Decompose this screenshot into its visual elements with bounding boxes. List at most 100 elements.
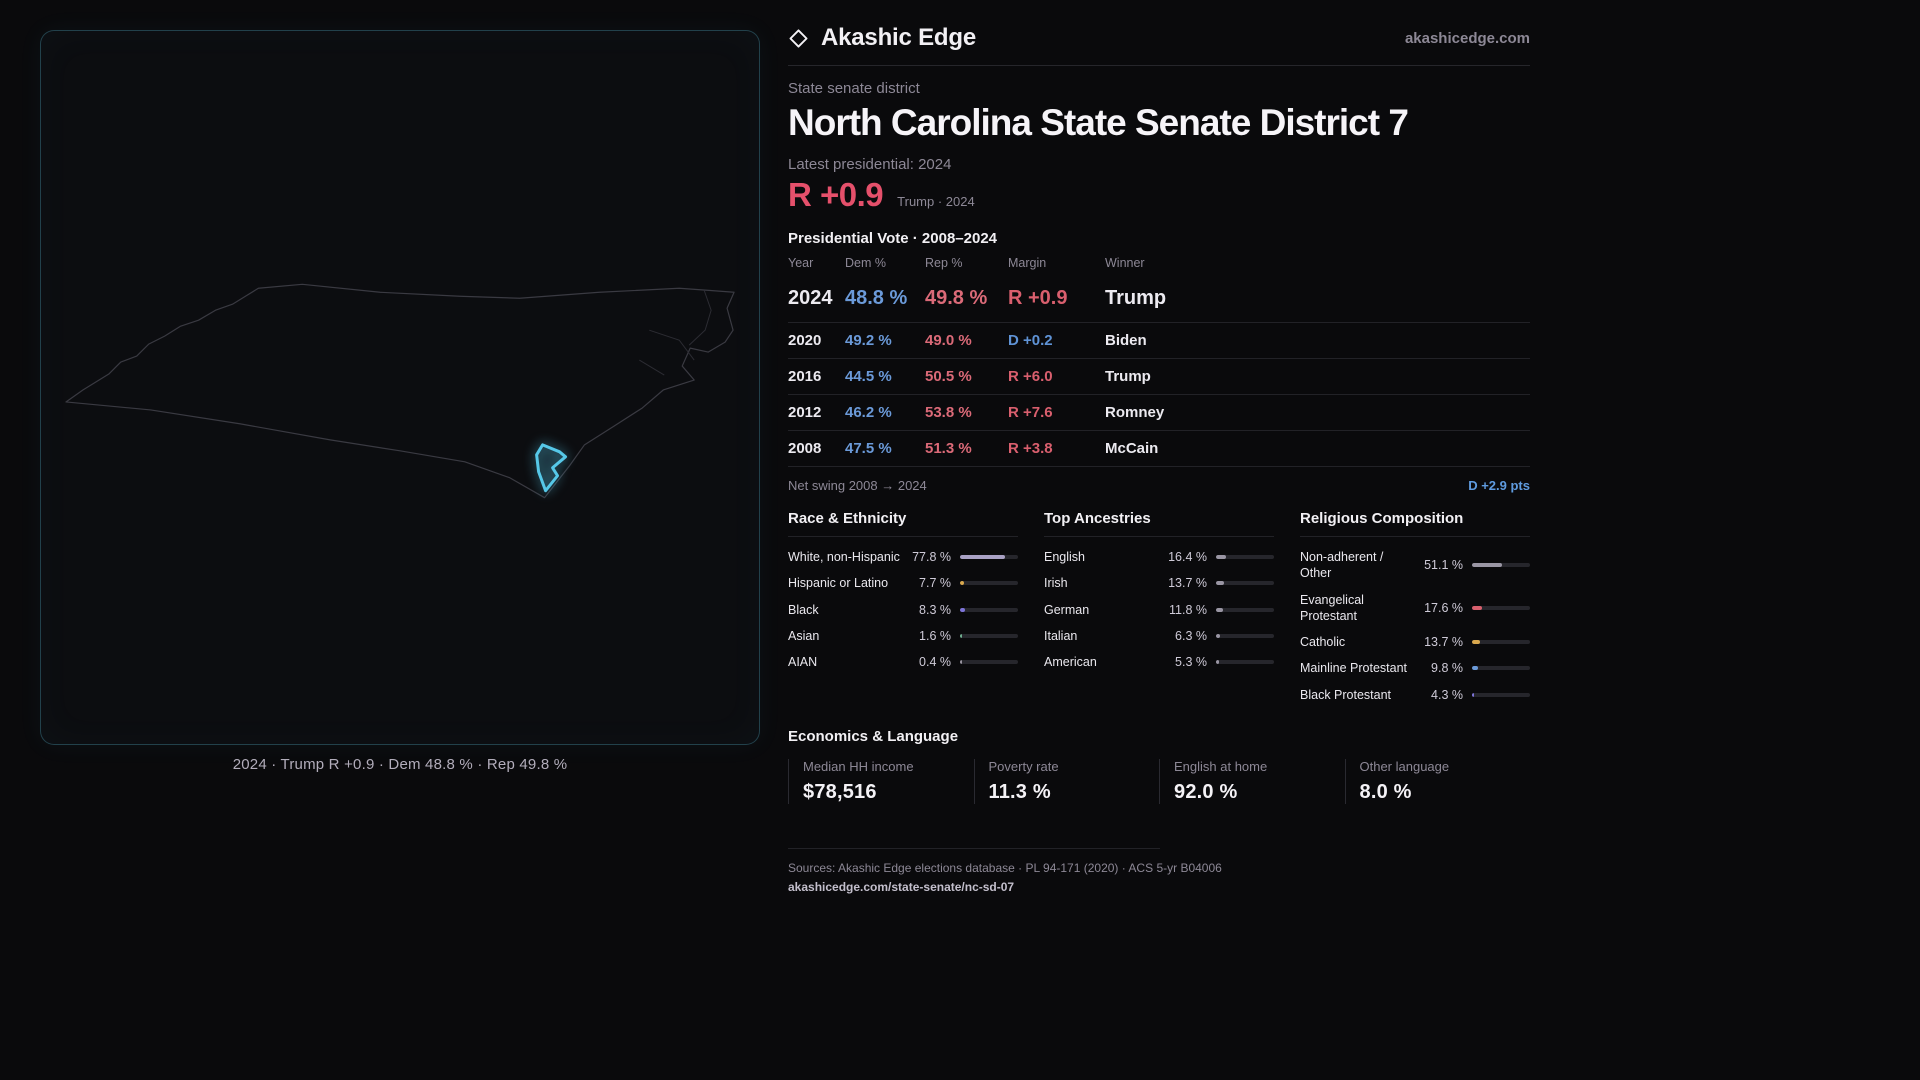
nc-state-map: [65, 283, 735, 499]
demo-row: Asian 1.6 %: [788, 623, 1018, 649]
demo-bar-track: [960, 581, 1018, 586]
brand: Akashic Edge: [788, 24, 976, 52]
brand-name: Akashic Edge: [821, 24, 976, 51]
coastal-sound-detail: [639, 290, 712, 376]
demo-value: 13.7 %: [1168, 576, 1207, 591]
demo-bar-fill: [1472, 666, 1478, 671]
vote-dem-pct: 48.8 %: [845, 287, 908, 309]
demo-value: 6.3 %: [1175, 628, 1207, 643]
demo-value: 13.7 %: [1424, 635, 1463, 650]
vote-rep-pct: 49.0 %: [925, 332, 972, 349]
demo-value: 1.6 %: [919, 628, 951, 643]
vote-margin: D +0.2: [1008, 332, 1053, 349]
demo-label: German: [1044, 602, 1090, 617]
vote-dem-pct: 47.5 %: [845, 440, 892, 457]
demo-group: Race & Ethnicity White, non-Hispanic 77.8 …: [788, 510, 1018, 708]
demo-label: Catholic: [1300, 635, 1346, 649]
map-caption: 2024 · Trump R +0.9 · Dem 48.8 % · Rep 4…: [232, 756, 568, 773]
map-column: 2024 · Trump R +0.9 · Dem 48.8 % · Rep 4…: [40, 30, 760, 773]
demo-bar-fill: [960, 660, 962, 665]
net-swing-row: Net swing 2008 → 2024 D +2.9 pts: [788, 467, 1530, 508]
demo-group-title: Race & Ethnicity: [788, 510, 1018, 537]
demo-value: 9.8 %: [1431, 661, 1463, 676]
demo-group-title: Top Ancestries: [1044, 510, 1274, 537]
demo-label: White, non-Hispanic: [788, 550, 900, 564]
diamond-icon: [789, 28, 808, 48]
vote-winner: McCain: [1105, 440, 1159, 457]
vote-row-2012: 2012 46.2 % 53.8 % R +7.6 Romney: [788, 395, 1530, 431]
demo-label: Evangelical Protestant: [1300, 592, 1364, 623]
page-title: North Carolina State Senate District 7: [788, 102, 1409, 143]
demo-value: 11.8 %: [1169, 602, 1207, 617]
vote-winner: Romney: [1105, 404, 1165, 421]
vote-dem-pct: 46.2 %: [845, 404, 892, 421]
stat-poverty-rate: Poverty rate 11.3 %: [973, 758, 1160, 804]
demo-bar-fill: [960, 607, 965, 612]
vote-row-2008: 2008 47.5 % 51.3 % R +3.8 McCain: [788, 431, 1530, 467]
economics-stats-row: Median HH income $78,516 Poverty rate 11.3 …: [788, 758, 1530, 804]
vote-winner: Biden: [1105, 332, 1147, 349]
district-kicker: State senate district: [788, 80, 920, 97]
demo-bar-fill: [960, 633, 962, 638]
vote-rep-pct: 49.8 %: [925, 287, 988, 309]
demo-bar-track: [1216, 555, 1274, 560]
vote-year: 2020: [788, 332, 822, 349]
demo-label: Irish: [1044, 576, 1068, 591]
margin-value: R +0.9: [788, 176, 884, 213]
sources-text: Sources: Akashic Edge elections database…: [788, 860, 1222, 875]
vote-dem-pct: 44.5 %: [845, 368, 892, 385]
state-outline: [65, 283, 735, 499]
demo-value: 17.6 %: [1424, 600, 1463, 615]
demo-bar-track: [1472, 563, 1530, 568]
demo-value: 0.4 %: [919, 655, 951, 670]
margin-context: Trump · 2024: [897, 194, 975, 209]
district-map-panel[interactable]: [40, 30, 760, 745]
stat-value: 8.0 %: [1359, 780, 1412, 803]
vote-row-2024: 2024 48.8 % 49.8 % R +0.9 Trump: [788, 277, 1530, 323]
vote-col-header: Year: [788, 256, 814, 270]
economics-title: Economics & Language: [788, 727, 959, 745]
vote-year: 2016: [788, 368, 822, 385]
demo-bar-track: [960, 555, 1018, 560]
permalink[interactable]: akashicedge.com/state-senate/nc-sd-07: [788, 879, 1015, 894]
stat-label: English at home: [1174, 758, 1268, 774]
vote-margin: R +7.6: [1008, 404, 1053, 421]
site-link[interactable]: akashicedge.com: [1404, 29, 1530, 47]
demo-bar-track: [1216, 633, 1274, 638]
vote-col-header: Margin: [1008, 256, 1047, 270]
demo-label: AIAN: [788, 655, 818, 669]
demo-bar-fill: [1216, 633, 1220, 638]
vote-year: 2008: [788, 440, 822, 457]
demo-bar-fill: [960, 581, 965, 586]
demo-group: Religious Composition Non-adherent / Othe…: [1300, 510, 1530, 708]
vote-table-title: Presidential Vote · 2008–2024: [788, 230, 998, 247]
demo-value: 7.7 %: [919, 576, 951, 591]
vote-rep-pct: 53.8 %: [925, 404, 972, 421]
demo-label: English: [1044, 550, 1085, 564]
net-swing-value: D +2.9 pts: [1468, 478, 1530, 493]
stat-value: 11.3 %: [988, 780, 1051, 803]
demo-label: Black: [788, 602, 819, 617]
vote-rep-pct: 51.3 %: [925, 440, 972, 457]
vote-rep-pct: 50.5 %: [925, 368, 972, 385]
demo-row: American 5.3 %: [1044, 649, 1274, 675]
demo-bar-fill: [1472, 692, 1475, 697]
stat-value: $78,516: [803, 780, 877, 803]
vote-margin: R +0.9: [1008, 287, 1068, 309]
district-7-highlight[interactable]: [535, 443, 568, 493]
demo-row: English 16.4 %: [1044, 544, 1274, 570]
demo-row: Mainline Protestant 9.8 %: [1300, 655, 1530, 681]
demo-bar-fill: [960, 555, 1006, 560]
demo-bar-fill: [1216, 660, 1220, 665]
stat-label: Median HH income: [803, 758, 914, 774]
demo-value: 16.4 %: [1168, 550, 1207, 565]
demo-row: Irish 13.7 %: [1044, 570, 1274, 596]
demo-bar-track: [1216, 607, 1274, 612]
demo-label: Italian: [1044, 628, 1078, 643]
demo-row: White, non-Hispanic 77.8 %: [788, 544, 1018, 570]
data-column: Akashic Edge akashicedge.com State senat…: [788, 24, 1530, 894]
vote-row-2020: 2020 49.2 % 49.0 % D +0.2 Biden: [788, 323, 1530, 359]
header-bar: Akashic Edge akashicedge.com: [788, 24, 1530, 66]
demo-bar-fill: [1472, 563, 1502, 568]
